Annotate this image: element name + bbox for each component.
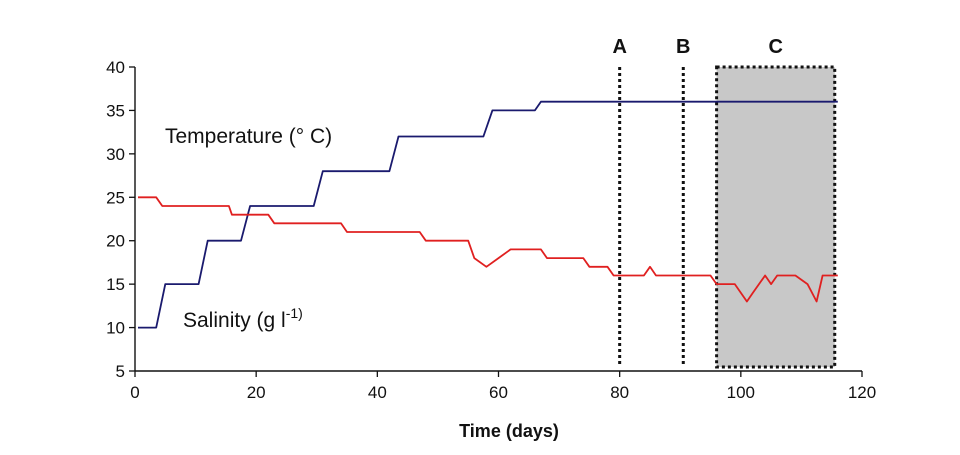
y-tick-label: 30 — [106, 145, 125, 164]
y-tick-label: 10 — [106, 319, 125, 338]
tick-layer: 0 20 40 60 80 100 120 5 10 15 20 25 30 35 40 — [106, 58, 876, 402]
salinity-label-main: Salinity (g l — [183, 309, 286, 332]
shaded-region-c — [715, 65, 837, 369]
y-tick-label: 35 — [106, 101, 125, 120]
x-tick-label: 40 — [368, 383, 387, 402]
y-tick-label: 15 — [106, 275, 125, 294]
series-label-temperature: Temperature (° C) — [165, 125, 332, 148]
series-layer — [138, 100, 838, 329]
x-tick-label: 60 — [489, 383, 508, 402]
marker-label-c: C — [768, 36, 782, 58]
x-tick-label: 80 — [610, 383, 629, 402]
y-tick-label: 25 — [106, 188, 125, 207]
x-axis-title: Time (days) — [459, 421, 559, 441]
label-layer: Time (days) Temperature (° C) Salinity (… — [165, 125, 559, 441]
y-tick-label: 40 — [106, 58, 125, 77]
x-tick-label: 100 — [727, 383, 755, 402]
shaded-region-layer: C — [715, 36, 837, 369]
marker-label-a: A — [612, 36, 626, 58]
series-line-salinity — [138, 196, 838, 303]
series-label-salinity: Salinity (g l-1) — [183, 305, 303, 332]
series-line-temperature — [138, 100, 838, 329]
marker-label-b: B — [676, 36, 690, 58]
y-tick-label: 5 — [116, 362, 125, 381]
x-tick-label: 0 — [130, 383, 139, 402]
x-tick-label: 20 — [247, 383, 266, 402]
y-tick-label: 20 — [106, 232, 125, 251]
x-tick-label: 120 — [848, 383, 876, 402]
salinity-label-sup: -1) — [286, 305, 303, 321]
